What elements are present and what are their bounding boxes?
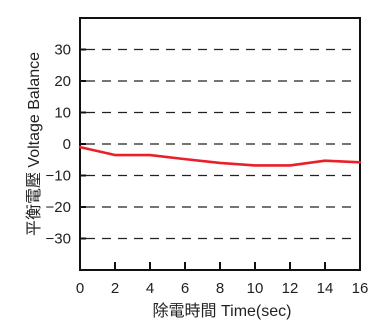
x-tick-label: 8 — [216, 280, 224, 297]
data-point — [219, 162, 221, 164]
data-point — [289, 164, 291, 167]
x-tick-label: 4 — [146, 280, 154, 297]
x-tick-label: 2 — [111, 280, 119, 297]
y-tick-label: −10 — [46, 168, 71, 185]
data-point — [324, 159, 326, 162]
x-tick-label: 0 — [76, 280, 84, 297]
tick-labels: 30 20 10 0 −10 −20 −30 0 2 4 6 8 10 12 14 16 — [46, 42, 369, 298]
y-tick-label: 0 — [63, 136, 71, 153]
gridlines — [86, 48, 358, 240]
y-axis-label: 平衡電壓 Voltage Balance — [25, 52, 43, 236]
data-point — [79, 146, 81, 149]
x-tick-label: 16 — [352, 280, 369, 297]
x-axis-label: 除電時間 Time(sec) — [153, 302, 292, 320]
x-tick-label: 6 — [181, 280, 189, 297]
y-tick-label: 30 — [54, 42, 71, 59]
x-tick-label: 12 — [282, 280, 299, 297]
data-point — [254, 164, 256, 167]
x-tick-label: 14 — [317, 280, 334, 297]
axis-ticks — [79, 48, 361, 270]
y-tick-label: 10 — [54, 105, 71, 122]
data-point — [149, 154, 151, 156]
data-point — [359, 161, 361, 164]
x-tick-label: 10 — [247, 280, 264, 297]
y-tick-label: 20 — [54, 73, 71, 90]
y-tick-label: −30 — [46, 231, 71, 248]
data-point — [114, 154, 116, 156]
y-tick-label: −20 — [46, 199, 71, 216]
series-layer — [78, 145, 362, 167]
data-point — [184, 158, 186, 161]
